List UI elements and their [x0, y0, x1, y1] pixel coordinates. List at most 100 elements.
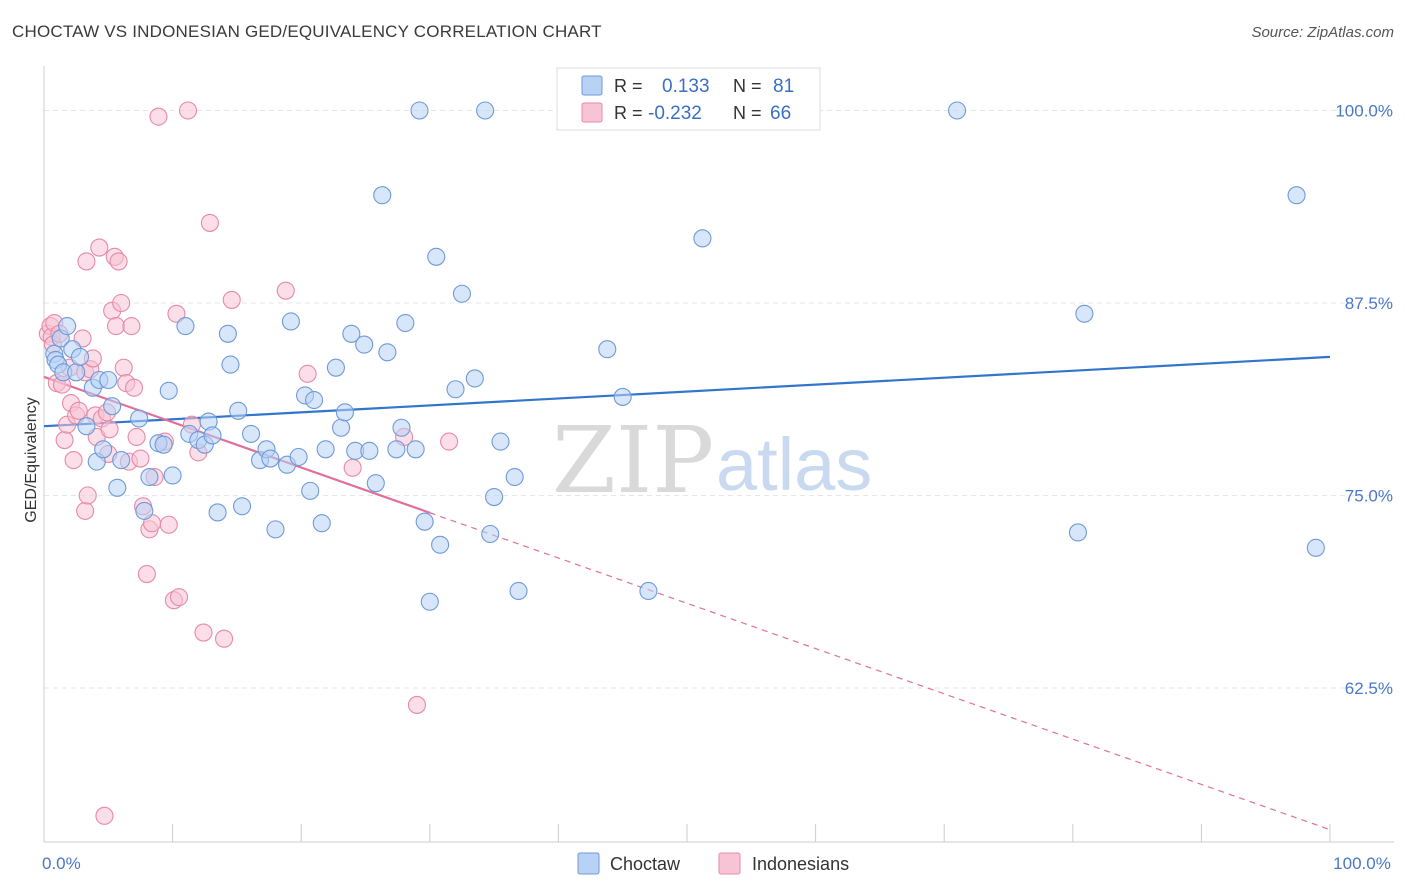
series-legend: Choctaw Indonesians	[577, 852, 849, 875]
point-indonesians	[131, 449, 150, 468]
point-indonesians	[178, 101, 198, 120]
legend-n-value-choctaw: 81	[773, 76, 794, 97]
point-choctaw	[218, 324, 237, 343]
point-choctaw	[326, 358, 345, 377]
x-tick-label: 0.0%	[42, 854, 81, 873]
bottom-legend-swatch-choctaw	[577, 852, 600, 875]
point-choctaw	[481, 524, 500, 544]
gridlines	[44, 110, 1394, 689]
point-choctaw	[613, 387, 632, 406]
point-choctaw	[163, 466, 182, 485]
point-choctaw	[639, 581, 658, 601]
point-indonesians	[440, 432, 459, 451]
axes	[43, 66, 1394, 843]
point-choctaw	[281, 312, 300, 331]
point-choctaw	[410, 101, 429, 120]
point-choctaw	[332, 418, 351, 437]
point-choctaw	[598, 340, 617, 359]
legend-swatch-choctaw	[581, 75, 603, 96]
point-choctaw	[355, 335, 374, 354]
point-choctaw	[316, 440, 335, 459]
point-choctaw	[70, 347, 90, 366]
point-indonesians	[109, 252, 128, 271]
legend-n-label-choctaw: N =	[733, 76, 762, 96]
point-choctaw	[140, 467, 159, 487]
legend-r-value-indonesians: -0.232	[648, 103, 702, 124]
point-indonesians	[214, 629, 234, 648]
point-choctaw	[373, 186, 392, 205]
legend-r-label-choctaw: R =	[614, 76, 643, 96]
point-indonesians	[407, 695, 426, 714]
y-tick-label: 87.5%	[1345, 294, 1393, 313]
point-choctaw	[135, 501, 154, 520]
point-indonesians	[55, 431, 74, 450]
point-indonesians	[106, 317, 126, 336]
point-indonesians	[298, 364, 317, 383]
correlation-legend: R = 0.133 N = 81 R = -0.232 N = 66	[556, 67, 821, 131]
point-choctaw	[476, 101, 495, 120]
point-indonesians	[112, 293, 131, 313]
point-choctaw	[693, 229, 712, 248]
point-indonesians	[343, 458, 362, 477]
point-choctaw	[387, 440, 406, 459]
point-choctaw	[266, 520, 285, 539]
point-choctaw	[203, 426, 222, 445]
point-choctaw	[427, 247, 446, 266]
point-choctaw	[67, 363, 86, 382]
point-indonesians	[95, 806, 114, 825]
y-tick-label: 62.5%	[1345, 679, 1393, 698]
source-label: Source: ZipAtlas.com	[1251, 24, 1394, 41]
point-choctaw	[505, 467, 524, 487]
point-choctaw	[452, 284, 472, 303]
point-choctaw	[241, 424, 261, 443]
y-axis-title: GED/Equivalency	[23, 397, 40, 522]
point-choctaw	[94, 440, 113, 459]
chart-title: CHOCTAW VS INDONESIAN GED/EQUIVALENCY CO…	[12, 22, 602, 41]
bottom-legend-label-choctaw: Choctaw	[610, 854, 681, 874]
data-points	[38, 101, 1325, 825]
point-indonesians	[159, 515, 178, 534]
y-tick-label: 100.0%	[1335, 102, 1393, 121]
point-indonesians	[114, 358, 133, 377]
point-indonesians	[222, 290, 241, 309]
point-choctaw	[360, 441, 379, 460]
legend-n-value-indonesians: 66	[770, 103, 791, 124]
watermark-zip: ZIP	[552, 407, 714, 514]
point-choctaw	[1068, 523, 1087, 542]
point-choctaw	[378, 343, 397, 362]
point-choctaw	[289, 447, 308, 467]
point-choctaw	[154, 435, 173, 454]
point-choctaw	[392, 418, 411, 437]
point-choctaw	[948, 101, 967, 120]
point-choctaw	[1287, 186, 1306, 205]
point-indonesians	[76, 501, 95, 520]
point-choctaw	[406, 440, 425, 459]
point-choctaw	[465, 369, 484, 388]
point-indonesians	[137, 564, 156, 584]
point-choctaw	[208, 503, 227, 522]
y-tick-label: 75.0%	[1345, 487, 1393, 506]
point-indonesians	[69, 401, 88, 420]
point-choctaw	[420, 592, 439, 611]
point-choctaw	[176, 317, 195, 336]
trend-line-extension-indonesians	[429, 512, 1331, 831]
point-indonesians	[169, 588, 189, 607]
point-choctaw	[232, 497, 252, 516]
point-indonesians	[276, 281, 295, 300]
point-choctaw	[491, 432, 510, 451]
point-choctaw	[99, 370, 118, 390]
point-indonesians	[90, 238, 109, 257]
point-choctaw	[261, 449, 280, 468]
point-choctaw	[301, 481, 320, 500]
point-choctaw	[58, 317, 77, 336]
point-indonesians	[77, 252, 96, 271]
point-choctaw	[305, 390, 324, 410]
point-choctaw	[366, 474, 385, 493]
legend-r-label-indonesians: R =	[614, 103, 643, 123]
point-choctaw	[396, 313, 415, 333]
point-indonesians	[200, 213, 219, 232]
point-choctaw	[1306, 538, 1325, 557]
point-indonesians	[100, 420, 119, 439]
point-choctaw	[509, 581, 528, 601]
